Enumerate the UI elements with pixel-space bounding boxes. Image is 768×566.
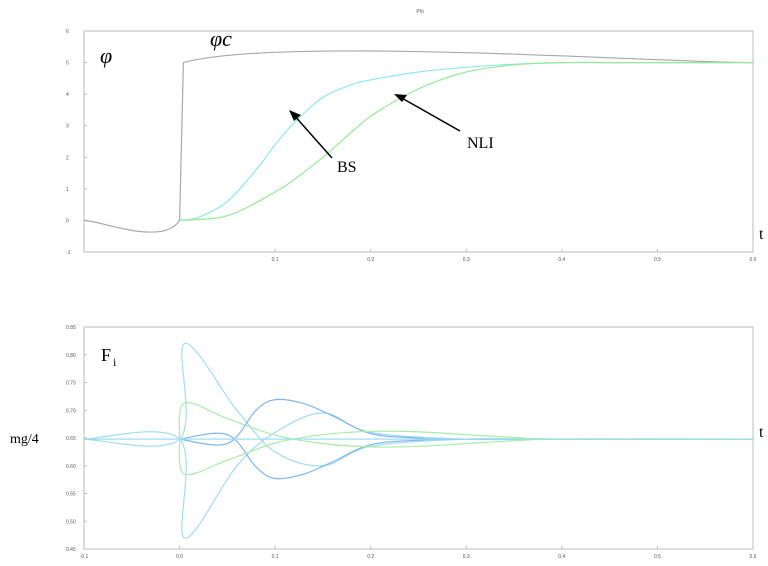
bottom-x-tick-label: 0.6: [750, 554, 757, 560]
bottom-x-tick-label: 0.2: [367, 554, 374, 560]
phi-c-label: φc: [210, 26, 232, 51]
bs-label: BS: [337, 159, 357, 176]
bottom-x-tick-label: 0.5: [654, 554, 661, 560]
figure-title: Phi: [416, 9, 423, 15]
top-x-tick-label: 0.2: [367, 257, 374, 263]
top-y-tick-label: 3: [66, 124, 69, 130]
bottom-line-series-3: [179, 432, 754, 480]
top-series: [83, 50, 754, 233]
bottom-plot: 0.45 0.50 0.55 0.60 0.65 0.70 0.75 0.80 0.85 -0.…: [10, 325, 764, 560]
top-x-tick-label: 0.5: [654, 257, 661, 263]
top-y-label: φ: [100, 43, 112, 68]
top-y-ticks: -1 0 1 2 3 4 5 6: [66, 29, 87, 256]
bottom-y-tick-label: 0.50: [66, 519, 76, 525]
top-y-tick-label: 4: [66, 92, 69, 98]
top-line--c: [83, 50, 754, 233]
bottom-y-tick-label: 0.70: [66, 408, 76, 414]
bottom-y-label: F: [101, 345, 111, 365]
bs-arrowhead: [289, 110, 301, 121]
bottom-line-series-5: [178, 430, 754, 476]
bottom-x-label: t: [759, 424, 764, 441]
bottom-x-tick-label: 0.3: [463, 554, 470, 560]
bottom-y-tick-label: 0.60: [66, 464, 76, 470]
top-x-ticks: 0.1 0.2 0.3 0.4 0.5 0.6: [272, 249, 757, 263]
nli-arrowhead: [394, 94, 407, 102]
bottom-y-tick-label: 0.65: [66, 436, 76, 442]
top-plot: -1 0 1 2 3 4 5 6 0.1 0.2 0.3 0.4 0.5 0.6 φ t φc BS N…: [66, 26, 764, 263]
mg4-label: mg/4: [10, 432, 39, 447]
bottom-x-tick-label: 0.0: [176, 554, 183, 560]
top-x-tick-label: 0.3: [463, 257, 470, 263]
top-y-tick-label: 6: [66, 29, 69, 35]
top-plot-frame: [83, 30, 754, 253]
bottom-x-tick-label: -0.1: [80, 554, 89, 560]
bottom-x-ticks: -0.1 0.0 0.1 0.2 0.3 0.4 0.5 0.6: [80, 546, 757, 560]
top-x-tick-label: 0.1: [272, 257, 279, 263]
top-y-tick-label: -1: [66, 250, 71, 256]
top-x-tick-label: 0.4: [558, 257, 565, 263]
bottom-line-series-4: [178, 401, 754, 448]
bottom-y-ticks: 0.45 0.50 0.55 0.60 0.65 0.70 0.75 0.80 0.85: [66, 325, 87, 553]
nli-label: NLI: [467, 135, 494, 152]
top-x-tick-label: 0.6: [750, 257, 757, 263]
bottom-series: [83, 342, 754, 539]
bs-arrow: [292, 113, 333, 159]
top-y-tick-label: 1: [66, 187, 69, 193]
bottom-x-tick-label: 0.4: [558, 554, 565, 560]
top-y-tick-label: 5: [66, 61, 69, 67]
top-x-label: t: [759, 226, 764, 243]
bottom-y-label-sub: i: [113, 355, 117, 369]
bottom-y-tick-label: 0.75: [66, 381, 76, 387]
bottom-y-tick-label: 0.55: [66, 492, 76, 498]
top-y-tick-label: 2: [66, 155, 69, 161]
top-y-tick-label: 0: [66, 218, 69, 224]
bottom-y-tick-label: 0.45: [66, 547, 76, 553]
bottom-y-tick-label: 0.80: [66, 353, 76, 359]
nli-arrow: [399, 96, 461, 132]
bottom-y-tick-label: 0.85: [66, 325, 76, 331]
bottom-x-tick-label: 0.1: [272, 554, 279, 560]
